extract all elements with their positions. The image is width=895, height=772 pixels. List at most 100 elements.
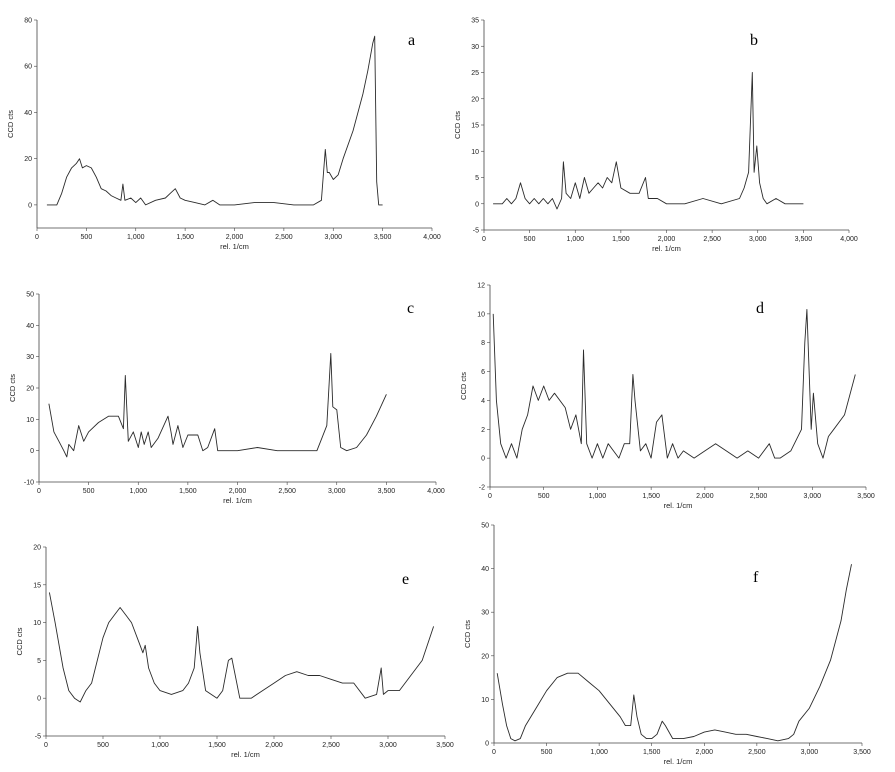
x-tick-label: 3,500: [436, 742, 454, 749]
x-tick-label: 1,000: [566, 236, 584, 243]
x-tick-label: 3,000: [328, 488, 346, 495]
y-tick-label: 25: [471, 70, 479, 77]
y-axis-label: CCD cts: [15, 627, 24, 655]
x-tick-label: 0: [37, 488, 41, 495]
x-tick-label: 3,000: [324, 234, 342, 241]
y-tick-label: 20: [33, 545, 41, 552]
panel-label: a: [408, 32, 415, 49]
x-tick-label: 3,500: [853, 749, 871, 756]
y-tick-label: 0: [485, 741, 489, 748]
x-tick-label: 4,000: [423, 234, 441, 241]
x-tick-label: 3,000: [804, 493, 822, 500]
x-tick-label: 2,500: [275, 234, 293, 241]
y-tick-label: 15: [33, 582, 41, 589]
panel-label: b: [750, 32, 758, 49]
y-tick-label: 8: [481, 340, 485, 347]
y-tick-label: 12: [477, 283, 485, 290]
x-tick-label: 1,500: [642, 493, 660, 500]
panel-label: e: [402, 571, 409, 588]
x-tick-label: 500: [81, 234, 93, 241]
x-tick-label: 0: [488, 493, 492, 500]
x-axis-label: rel. 1/cm: [652, 244, 681, 253]
x-axis-label: rel. 1/cm: [664, 501, 693, 510]
y-axis-label: CCD cts: [463, 620, 472, 648]
x-tick-label: 0: [482, 236, 486, 243]
y-tick-label: 30: [481, 610, 489, 617]
x-tick-label: 2,500: [703, 236, 721, 243]
panel-label: f: [753, 569, 759, 586]
y-tick-label: 35: [471, 18, 479, 25]
y-axis-label: CCD cts: [8, 374, 17, 402]
x-tick-label: 3,500: [378, 488, 396, 495]
y-tick-label: -5: [35, 734, 41, 741]
x-tick-label: 1,500: [176, 234, 194, 241]
x-tick-label: 3,500: [857, 493, 875, 500]
y-tick-label: 0: [37, 696, 41, 703]
x-tick-label: 0: [44, 742, 48, 749]
x-tick-label: 2,000: [226, 234, 244, 241]
y-tick-label: 6: [481, 369, 485, 376]
x-tick-label: 0: [35, 234, 39, 241]
y-axis-label: CCD cts: [6, 110, 15, 138]
y-tick-label: 10: [477, 311, 485, 318]
y-axis-label: CCD cts: [453, 111, 462, 139]
spectrum-line: [492, 309, 856, 459]
x-tick-label: 0: [492, 749, 496, 756]
y-tick-label: 10: [481, 697, 489, 704]
spectrum-line: [48, 592, 435, 703]
x-tick-label: 500: [524, 236, 536, 243]
y-tick-label: 60: [24, 64, 32, 71]
x-axis-label: rel. 1/cm: [664, 757, 693, 766]
x-tick-label: 2,000: [658, 236, 676, 243]
x-tick-label: 3,500: [374, 234, 392, 241]
y-tick-label: 20: [481, 653, 489, 660]
spectrum-line: [46, 35, 383, 206]
spectrum-line: [493, 72, 804, 210]
x-tick-label: 500: [83, 488, 95, 495]
x-tick-label: 1,500: [612, 236, 630, 243]
x-axis-label: rel. 1/cm: [223, 496, 252, 505]
x-tick-label: 2,000: [265, 742, 283, 749]
y-tick-label: 15: [471, 123, 479, 130]
x-tick-label: 2,000: [696, 493, 714, 500]
y-tick-label: 30: [26, 354, 34, 361]
y-tick-label: 80: [24, 18, 32, 25]
x-tick-label: 1,000: [589, 493, 607, 500]
y-tick-label: 10: [33, 620, 41, 627]
y-tick-label: 20: [26, 386, 34, 393]
spectrum-line: [48, 353, 387, 458]
y-tick-label: 0: [30, 448, 34, 455]
y-tick-label: -5: [473, 228, 479, 235]
x-axis-label: rel. 1/cm: [231, 750, 260, 759]
x-tick-label: 4,000: [427, 488, 445, 495]
x-tick-label: 3,000: [801, 749, 819, 756]
y-tick-label: 50: [481, 523, 489, 530]
y-tick-label: 0: [481, 456, 485, 463]
x-tick-label: 1,000: [127, 234, 145, 241]
y-tick-label: 5: [475, 175, 479, 182]
y-tick-label: 50: [26, 292, 34, 299]
x-tick-label: 3,000: [379, 742, 397, 749]
x-tick-label: 2,000: [696, 749, 714, 756]
x-tick-label: 1,500: [179, 488, 197, 495]
y-tick-label: 0: [28, 202, 32, 209]
y-tick-label: -10: [24, 480, 34, 487]
x-tick-label: 2,500: [322, 742, 340, 749]
x-tick-label: 2,000: [229, 488, 247, 495]
x-tick-label: 1,500: [208, 742, 226, 749]
x-tick-label: 500: [541, 749, 553, 756]
y-tick-label: 10: [26, 417, 34, 424]
y-tick-label: 10: [471, 149, 479, 156]
spectrum-line: [496, 564, 852, 742]
x-tick-label: 500: [97, 742, 109, 749]
x-tick-label: 1,000: [151, 742, 169, 749]
x-tick-label: 3,500: [795, 236, 813, 243]
x-tick-label: 3,000: [749, 236, 767, 243]
panel-label: c: [407, 300, 414, 317]
x-tick-label: 500: [538, 493, 550, 500]
x-tick-label: 2,500: [750, 493, 768, 500]
